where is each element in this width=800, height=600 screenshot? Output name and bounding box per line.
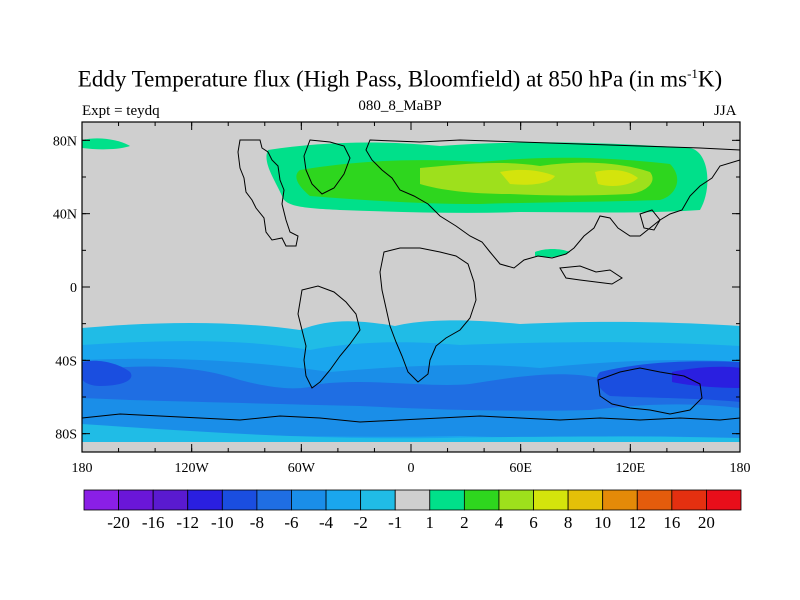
- y-tick-label: 40N: [53, 208, 77, 223]
- subtitle-label: 080_8_MaBP: [358, 98, 442, 114]
- colorbar-label: 20: [698, 513, 715, 532]
- colorbar: [83, 489, 742, 511]
- chart-title: Eddy Temperature flux (High Pass, Bloomf…: [0, 66, 800, 93]
- colorbar-label: -2: [354, 513, 368, 532]
- colorbar-swatch: [394, 489, 431, 511]
- y-tick-label: 40S: [55, 354, 77, 369]
- x-tick-label: 60E: [509, 461, 532, 476]
- colorbar-swatch: [671, 489, 707, 511]
- axis-ticks: [81, 122, 741, 452]
- y-tick-label: 0: [70, 281, 77, 296]
- colorbar-swatch: [221, 489, 258, 511]
- colorbar-labels: -20 -16 -12 -10 -8 -6 -4 -2 -1 1 2 4 6 8 10 12 16 20: [107, 513, 715, 532]
- colorbar-swatch: [256, 489, 292, 511]
- colorbar-swatch: [118, 489, 154, 511]
- colorbar-label: 16: [663, 513, 680, 532]
- coast-greenland: [303, 139, 351, 195]
- x-tick-label: 120W: [175, 461, 210, 476]
- nh-band-5: [595, 170, 638, 186]
- coast-south-america: [297, 285, 361, 389]
- chart-title-main: Eddy Temperature flux (High Pass, Bloomf…: [77, 66, 688, 92]
- colorbar-label: 6: [529, 513, 538, 532]
- colorbar-label: -16: [142, 513, 165, 532]
- colorbar-label: -10: [211, 513, 234, 532]
- colorbar-swatch: [360, 489, 396, 511]
- coast-antarctica: [81, 413, 741, 423]
- colorbar-label: -1: [388, 513, 402, 532]
- axis-labels: 180 120W 60W 0 60E 120E 180 80N 40N 0 40S 80S: [53, 134, 751, 476]
- coast-japan: [639, 209, 661, 231]
- nh-band-4: [500, 169, 555, 185]
- x-tick-label: 60W: [288, 461, 316, 476]
- colorbar-label: -8: [250, 513, 264, 532]
- colorbar-label: -20: [107, 513, 130, 532]
- x-tick-label: 120E: [616, 461, 646, 476]
- x-tick-label: 0: [408, 461, 415, 476]
- sh-core-pacific-inner: [672, 366, 740, 388]
- colorbar-swatch: [463, 489, 500, 511]
- colorbar-label: 1: [426, 513, 435, 532]
- sh-core-west: [82, 360, 132, 386]
- coastlines: [81, 139, 741, 423]
- colorbar-label: -12: [176, 513, 199, 532]
- coast-indonesia: [559, 265, 623, 285]
- colorbar-label: 10: [594, 513, 611, 532]
- colorbar-swatch: [498, 489, 534, 511]
- y-tick-label: 80S: [55, 428, 77, 443]
- colorbar-swatch: [325, 489, 362, 511]
- colorbar-label: -6: [284, 513, 298, 532]
- x-tick-label: 180: [730, 461, 751, 476]
- colorbar-label: 2: [460, 513, 469, 532]
- experiment-label: Expt = teydq: [82, 103, 160, 119]
- colorbar-swatch: [429, 489, 465, 511]
- y-tick-label: 80N: [53, 134, 77, 149]
- season-label: JJA: [714, 103, 737, 119]
- colorbar-label: 12: [629, 513, 646, 532]
- chart-title-end: K): [697, 66, 723, 92]
- colorbar-swatch: [152, 489, 189, 511]
- colorbar-swatch: [602, 489, 638, 511]
- sh-band-core: [82, 366, 740, 411]
- colorbar-swatch: [291, 489, 327, 511]
- coast-africa: [379, 247, 477, 383]
- nh-patch-west: [82, 138, 130, 150]
- colorbar-swatch: [706, 489, 742, 511]
- colorbar-swatch: [567, 489, 604, 511]
- coast-north-america: [237, 139, 299, 247]
- colorbar-swatch: [636, 489, 673, 511]
- coast-australia: [597, 367, 703, 415]
- colorbar-swatch: [83, 489, 119, 511]
- chart-title-sup: -1: [687, 66, 698, 81]
- x-tick-label: 180: [72, 461, 93, 476]
- colorbar-label: 8: [564, 513, 573, 532]
- colorbar-label: 4: [495, 513, 504, 532]
- colorbar-label: -4: [319, 513, 334, 532]
- colorbar-swatch: [187, 489, 223, 511]
- map-field: [82, 122, 740, 452]
- colorbar-swatch: [533, 489, 569, 511]
